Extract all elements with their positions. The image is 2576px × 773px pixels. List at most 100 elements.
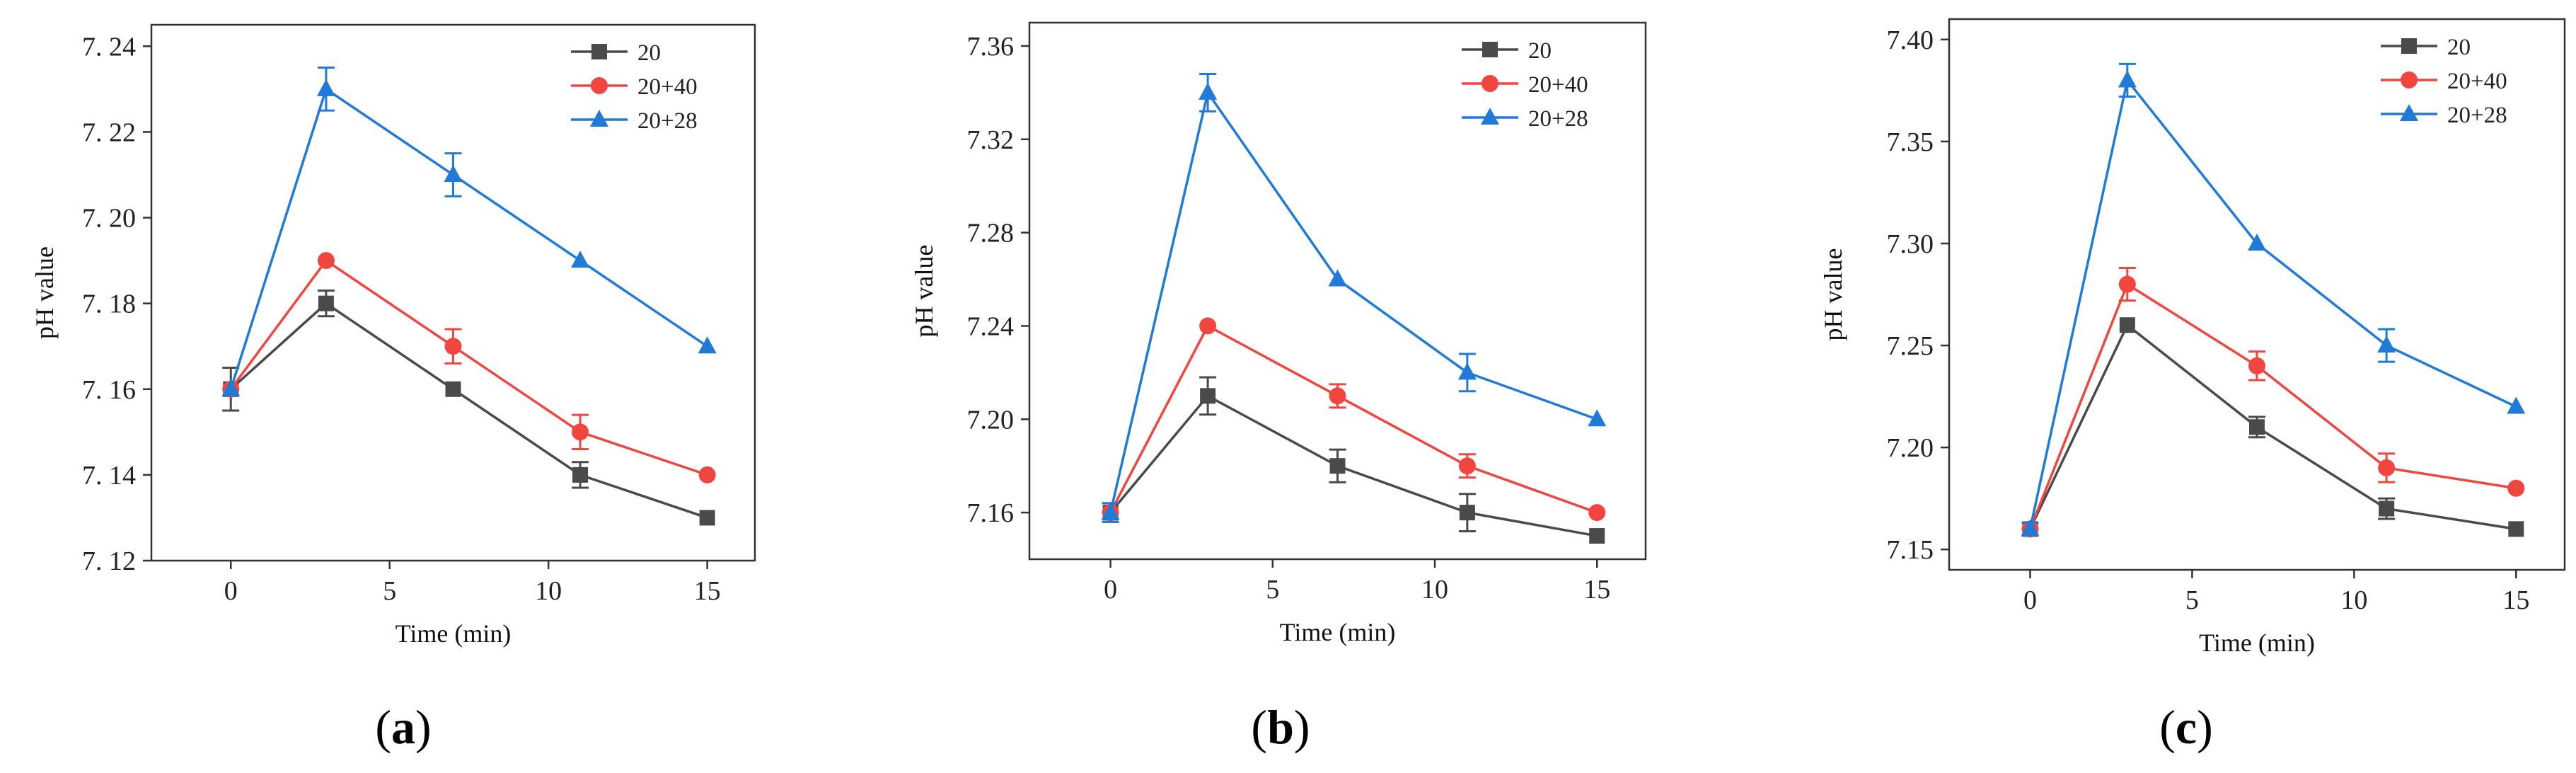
- y-tick-label: 7.35: [1887, 127, 1934, 157]
- y-tick-label: 7. 20: [82, 204, 136, 234]
- legend-label: 20+28: [2447, 103, 2507, 128]
- y-tick-label: 7.32: [967, 125, 1015, 155]
- data-point: [221, 379, 241, 396]
- series-line: [1109, 324, 1598, 514]
- legend-marker: [590, 110, 608, 127]
- legend-marker: [591, 77, 608, 94]
- x-tick-label: 0: [1104, 575, 1117, 605]
- y-tick-label: 7.20: [967, 405, 1015, 435]
- x-tick-label: 0: [224, 576, 238, 606]
- x-tick-label: 10: [1421, 575, 1448, 605]
- panel-label-letter: a: [391, 700, 415, 754]
- data-point: [2508, 521, 2524, 537]
- series-20: [2021, 317, 2524, 537]
- series-line: [1109, 394, 1598, 537]
- data-point: [2507, 479, 2525, 497]
- y-tick-label: 7.16: [967, 498, 1015, 528]
- y-tick-label: 7. 16: [82, 375, 136, 405]
- panel-label-close: ): [415, 700, 432, 754]
- data-point: [2377, 336, 2396, 353]
- legend-label: 20+40: [637, 74, 698, 100]
- data-point: [1457, 362, 1477, 380]
- data-point: [1101, 503, 1120, 520]
- data-point: [2118, 275, 2136, 293]
- panel-label-open: (: [375, 700, 391, 754]
- data-point: [571, 251, 590, 268]
- series-20-plus-40: [1102, 317, 1606, 522]
- data-point: [699, 510, 715, 526]
- data-point: [1588, 409, 1607, 427]
- panel-label-close: ): [2197, 700, 2213, 754]
- legend-marker: [1482, 42, 1498, 57]
- y-tick-label: 7. 22: [82, 118, 136, 147]
- legend-marker: [1481, 108, 1499, 125]
- panel-label-letter: c: [2176, 700, 2197, 754]
- panel-label-close: ): [1294, 700, 1310, 754]
- series-line: [2028, 282, 2517, 530]
- plot-frame: [1028, 21, 1647, 561]
- chart-panel-c: 7.15 7.20 7.25 7.30 7.35 7.40 0 5 10 15 Time (min)…: [1819, 18, 2566, 754]
- legend-marker: [2401, 38, 2417, 54]
- plot-frame: [1948, 18, 2566, 571]
- panel-label-open: (: [2159, 700, 2176, 754]
- series-20-plus-40: [2021, 267, 2525, 538]
- series-line: [229, 87, 708, 390]
- y-tick-label: 7.40: [1887, 25, 1934, 55]
- y-tick-label: 7.15: [1887, 535, 1934, 565]
- series-line: [229, 258, 708, 476]
- data-point: [572, 466, 589, 483]
- series-20-plus-28: [221, 67, 717, 396]
- y-axis-label: pH value: [910, 245, 938, 338]
- data-point: [1458, 457, 1476, 475]
- data-point: [698, 336, 717, 354]
- data-point: [317, 252, 335, 270]
- series-20-plus-40: [222, 252, 716, 483]
- y-tick-label: 7. 24: [82, 32, 136, 62]
- x-tick-label: 5: [383, 576, 396, 606]
- chart-panel-a: 7. 12 7. 14 7. 16 7. 18 7. 20 7. 22 7. 24 0 5 10 1…: [30, 23, 756, 754]
- x-axis-label: Time (min): [395, 619, 512, 648]
- y-tick-label: 7.24: [967, 311, 1015, 341]
- legend-label: 20+28: [637, 108, 698, 134]
- data-point: [572, 423, 589, 441]
- data-point: [1588, 504, 1606, 522]
- x-tick-label: 0: [2023, 585, 2037, 615]
- data-point: [2118, 70, 2137, 88]
- series-20-plus-28: [2021, 62, 2526, 537]
- data-point: [1328, 269, 1347, 287]
- data-point: [1199, 82, 1218, 100]
- data-point: [316, 79, 335, 96]
- series-20: [222, 289, 715, 526]
- legend-label: 20: [1528, 38, 1552, 64]
- legend-label: 20: [2447, 35, 2471, 60]
- y-tick-label: 7.25: [1887, 331, 1934, 361]
- legend-marker: [2401, 71, 2418, 88]
- data-point: [1329, 387, 1346, 405]
- legend-marker: [1482, 75, 1498, 92]
- x-tick-label: 10: [535, 576, 562, 606]
- y-tick-label: 7. 18: [82, 290, 136, 319]
- y-tick-label: 7.36: [967, 32, 1015, 62]
- data-point: [2507, 396, 2526, 414]
- data-point: [445, 381, 461, 397]
- panel-label-open: (: [1251, 700, 1267, 754]
- x-axis-label: Time (min): [1280, 618, 1396, 646]
- panel-label: (b): [1251, 700, 1310, 754]
- x-tick-label: 5: [2185, 585, 2199, 615]
- x-tick-label: 15: [2502, 585, 2529, 615]
- data-point: [318, 295, 334, 311]
- legend-marker: [591, 44, 607, 59]
- y-tick-label: 7.28: [967, 219, 1015, 248]
- legend-label: 20+40: [1528, 72, 1588, 98]
- legend-label: 20: [637, 40, 661, 66]
- data-point: [698, 466, 716, 483]
- series-line: [2028, 323, 2517, 531]
- panel-label-letter: b: [1267, 700, 1294, 754]
- data-point: [2248, 357, 2265, 374]
- x-tick-label: 5: [1266, 575, 1279, 605]
- legend: 20 20+40 20+28: [1462, 38, 1588, 132]
- data-point: [1329, 458, 1346, 474]
- data-point: [1199, 317, 1217, 335]
